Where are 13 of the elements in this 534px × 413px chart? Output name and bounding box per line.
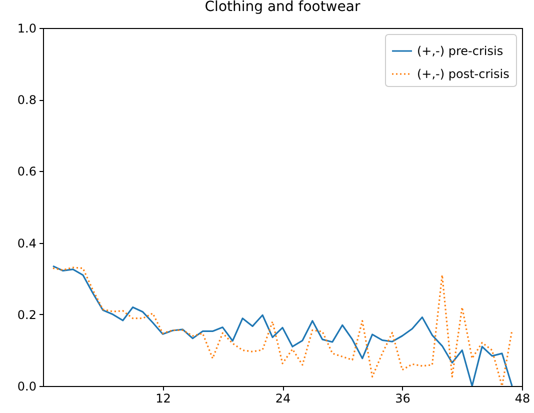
y-tick-label: 0.0 — [17, 380, 36, 394]
y-tick-label: 0.6 — [17, 164, 36, 179]
x-tick-label: 48 — [514, 392, 530, 406]
y-tick-label: 0.8 — [17, 93, 36, 108]
y-tick-label: 0.4 — [17, 236, 36, 250]
x-tick-label: 36 — [395, 392, 410, 406]
x-tick-label: 24 — [275, 392, 291, 406]
x-tick-label: 12 — [156, 392, 171, 406]
legend-label: (+,-) pre-crisis — [417, 44, 504, 58]
y-tick-label: 1.0 — [17, 22, 36, 36]
y-tick-label: 0.2 — [17, 308, 36, 322]
legend-label: (+,-) post-crisis — [417, 67, 510, 81]
chart-title: Clothing and footwear — [204, 0, 360, 15]
